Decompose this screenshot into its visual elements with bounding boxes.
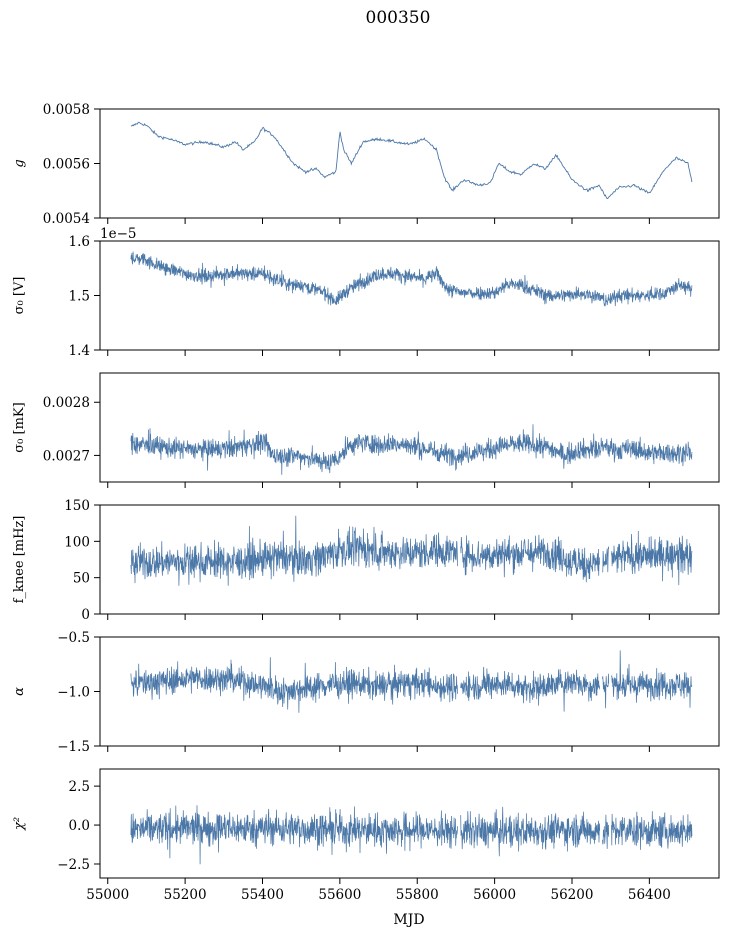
x-tick-label: 56400 — [628, 887, 671, 903]
series-band — [130, 424, 693, 475]
y-tick-label: 50 — [73, 571, 90, 587]
y-tick-label: 2.5 — [69, 779, 90, 795]
y-tick-label: 0.0058 — [43, 102, 90, 118]
x-tick-label: 56000 — [473, 887, 516, 903]
x-tick-label: 55000 — [86, 887, 129, 903]
x-tick-label: 55200 — [164, 887, 207, 903]
y-tick-label: 0.0027 — [43, 448, 90, 464]
y-tick-label: 0.0054 — [43, 211, 90, 227]
figure-title: 000350 — [366, 8, 431, 28]
panel-3: 0.0027 0.0028 σ₀ [mK] — [12, 372, 720, 488]
x-tick-label: 56200 — [551, 887, 594, 903]
series-band — [130, 650, 693, 713]
y-tick-label: 1.6 — [69, 234, 90, 250]
y-axis-label: f_knee [mHz] — [12, 516, 27, 604]
x-axis-label: MJD — [393, 912, 424, 928]
y-offset-text: 1e−5 — [100, 226, 136, 242]
panel-2: 1.4 1.5 1.6 1e−5 σ₀ [V] — [12, 226, 720, 359]
y-tick-label: −1.5 — [57, 739, 90, 755]
y-axis-label: σ₀ [mK] — [12, 402, 27, 452]
series-band — [130, 251, 693, 307]
axes-frame — [99, 108, 720, 219]
y-tick-label: −1.0 — [57, 685, 90, 701]
series-band — [130, 515, 693, 586]
y-tick-label: 0.0 — [69, 818, 90, 834]
y-axis-label: α — [12, 687, 27, 696]
y-tick-label: 150 — [64, 498, 90, 514]
axes-frame — [99, 768, 720, 879]
y-tick-label: −2.5 — [57, 857, 90, 873]
panel-4: 0 50 100 150 f_knee [mHz] — [12, 498, 720, 623]
y-tick-label: 1.5 — [69, 289, 90, 305]
y-tick-label: 100 — [64, 534, 90, 550]
axes-frame — [99, 372, 720, 483]
panels: 0.0054 0.0056 0.0058 g 1.4 1.5 1.6 1e−5 σ₀ [V] 0.… — [12, 102, 720, 903]
y-tick-label: 0 — [81, 607, 90, 623]
x-tick-label: 55400 — [241, 887, 284, 903]
series-band — [130, 805, 693, 865]
panel-5: −1.5 −1.0 −0.5 α — [12, 630, 720, 755]
panel-6: −2.5 0.0 2.5 55000 55200 55400 55600 55800 56000… — [12, 768, 720, 903]
y-axis-label: g — [12, 159, 27, 167]
y-tick-label: 1.4 — [69, 343, 90, 359]
x-tick-label: 55800 — [396, 887, 439, 903]
axes-frame — [99, 504, 720, 615]
x-tick-label: 55600 — [318, 887, 361, 903]
panel-1: 0.0054 0.0056 0.0058 g — [12, 102, 720, 227]
y-tick-label: 0.0028 — [43, 395, 90, 411]
y-tick-label: −0.5 — [57, 630, 90, 646]
y-axis-label: σ₀ [V] — [12, 277, 27, 315]
series-line — [130, 121, 693, 199]
y-axis-label: χ² — [12, 817, 27, 831]
y-tick-label: 0.0056 — [43, 157, 90, 173]
